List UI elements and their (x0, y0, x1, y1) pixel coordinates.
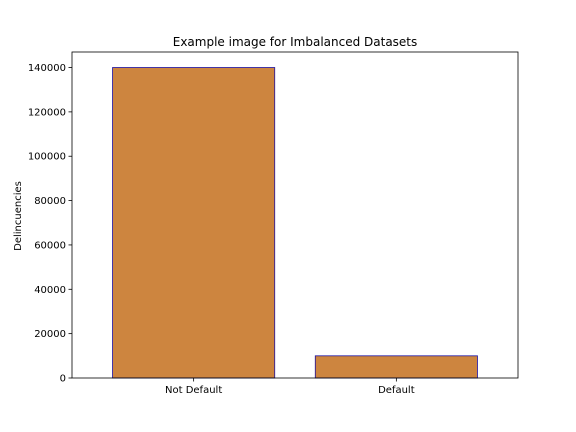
y-tick-label: 80000 (34, 196, 66, 207)
y-axis-ticks: 0 20000 40000 60000 80000 100000 120000 140000 (28, 63, 72, 385)
y-tick-label: 120000 (28, 107, 66, 118)
bar-not-default (112, 67, 276, 379)
x-tick-label: Default (378, 385, 415, 396)
bars-group (112, 67, 478, 379)
bar-default (314, 355, 478, 379)
y-axis-label: Delincuencies (13, 181, 24, 251)
x-tick-label: Not Default (165, 385, 222, 396)
y-tick-label: 60000 (34, 240, 66, 251)
y-tick-label: 0 (60, 374, 66, 385)
y-tick-label: 100000 (28, 152, 66, 163)
plot-frame (71, 51, 519, 379)
x-axis-ticks: Not Default Default (165, 378, 415, 396)
chart-title: Example image for Imbalanced Datasets (173, 35, 418, 49)
y-tick-label: 140000 (28, 63, 66, 74)
y-tick-label: 40000 (34, 285, 66, 296)
y-tick-label: 20000 (34, 329, 66, 340)
